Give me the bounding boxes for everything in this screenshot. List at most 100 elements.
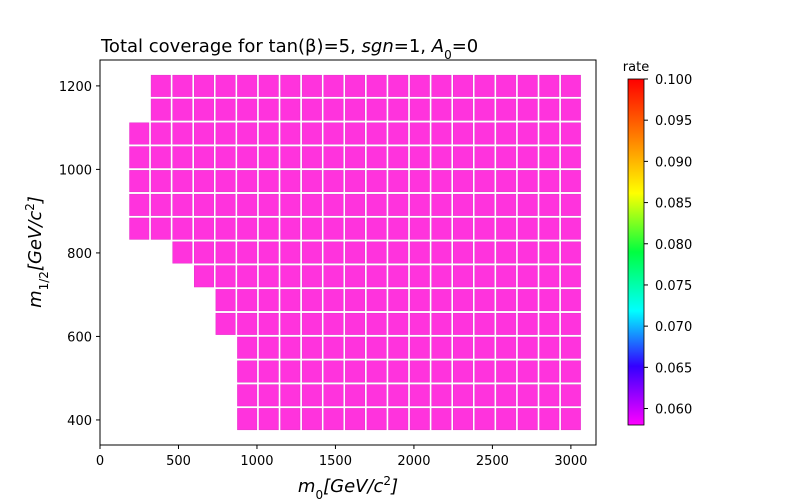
- heatmap-cell: [258, 408, 279, 431]
- heatmap-cell: [496, 312, 517, 335]
- heatmap-cell: [280, 122, 301, 145]
- heatmap-cell: [453, 170, 473, 193]
- heatmap-cell: [453, 193, 473, 216]
- heatmap-cell: [194, 146, 214, 169]
- heatmap-cell: [517, 241, 538, 264]
- heatmap-cell: [323, 217, 344, 240]
- heatmap-cell: [474, 312, 495, 335]
- heatmap-cell: [366, 384, 387, 407]
- heatmap-cell: [172, 98, 193, 121]
- heatmap-cell: [150, 170, 171, 193]
- heatmap-cell: [431, 170, 452, 193]
- heatmap-cell: [366, 265, 387, 288]
- x-tick-label: 2000: [397, 454, 430, 469]
- heatmap-cell: [496, 146, 517, 169]
- heatmap-cell: [496, 170, 517, 193]
- colorbar-ticks: 0.060 0.065 0.070 0.075 0.080 0.085 0.090 0.095…: [644, 73, 692, 418]
- heatmap-cell: [280, 408, 301, 431]
- heatmap-cell: [496, 193, 517, 216]
- x-tick-label: 0: [96, 454, 104, 469]
- heatmap-cell: [539, 289, 560, 312]
- heatmap-cell: [431, 289, 452, 312]
- heatmap-cell: [280, 384, 301, 407]
- heatmap-cell: [431, 336, 452, 359]
- heatmap-cell: [431, 265, 452, 288]
- heatmap-cell: [301, 193, 322, 216]
- heatmap-cell: [194, 217, 214, 240]
- heatmap-cell: [172, 122, 193, 145]
- heatmap-cell: [237, 360, 258, 383]
- heatmap-cell: [539, 122, 560, 145]
- heatmap-cell: [560, 408, 581, 431]
- heatmap-cell: [539, 336, 560, 359]
- heatmap-cell: [172, 193, 193, 216]
- heatmap-cell: [194, 265, 214, 288]
- heatmap-cell: [560, 312, 581, 335]
- heatmap-cell: [409, 289, 430, 312]
- heatmap-cell: [301, 74, 322, 97]
- heatmap-cell: [258, 265, 279, 288]
- heatmap-cell: [323, 336, 344, 359]
- heatmap-cell: [323, 408, 344, 431]
- heatmap-cell: [323, 360, 344, 383]
- heatmap-cell: [258, 98, 279, 121]
- heatmap-cell: [194, 193, 214, 216]
- heatmap-cell: [431, 74, 452, 97]
- heatmap-cell: [215, 193, 236, 216]
- heatmap-cell: [431, 122, 452, 145]
- heatmap-cell: [388, 193, 409, 216]
- heatmap-cell: [215, 312, 236, 335]
- heatmap-cell: [539, 312, 560, 335]
- heatmap-cell: [409, 241, 430, 264]
- colorbar-tick-label: 0.070: [655, 320, 692, 335]
- colorbar-tick-label: 0.100: [655, 73, 692, 88]
- heatmap-cell: [150, 217, 171, 240]
- heatmap-cell: [474, 408, 495, 431]
- x-tick-label: 500: [166, 454, 191, 469]
- heatmap-cell: [517, 384, 538, 407]
- heatmap-cell: [388, 98, 409, 121]
- heatmap-cell: [409, 98, 430, 121]
- heatmap-cell: [560, 193, 581, 216]
- heatmap-cell: [150, 74, 171, 97]
- heatmap-cell: [409, 408, 430, 431]
- heatmap-cell: [237, 193, 258, 216]
- heatmap-cell: [539, 146, 560, 169]
- heatmap-cell: [237, 170, 258, 193]
- heatmap-cell: [517, 265, 538, 288]
- heatmap-cell: [172, 146, 193, 169]
- heatmap-cell: [431, 312, 452, 335]
- heatmap-cell: [388, 336, 409, 359]
- heatmap-cell: [280, 74, 301, 97]
- heatmap-cell: [388, 146, 409, 169]
- heatmap-cell: [560, 384, 581, 407]
- heatmap-cell: [388, 289, 409, 312]
- heatmap-cell: [409, 336, 430, 359]
- heatmap-cell: [258, 241, 279, 264]
- heatmap-cell: [517, 217, 538, 240]
- heatmap-cell: [366, 289, 387, 312]
- heatmap-cell: [301, 241, 322, 264]
- colorbar-tick-label: 0.090: [655, 155, 692, 170]
- heatmap-cell: [301, 360, 322, 383]
- heatmap-cell: [431, 360, 452, 383]
- heatmap-cell: [194, 170, 214, 193]
- heatmap-cell: [409, 74, 430, 97]
- heatmap-cell: [431, 384, 452, 407]
- heatmap-cell: [453, 289, 473, 312]
- heatmap-cell: [366, 408, 387, 431]
- heatmap-cell: [215, 122, 236, 145]
- heatmap-cell: [496, 98, 517, 121]
- heatmap-cell: [194, 74, 214, 97]
- heatmap-cell: [345, 408, 366, 431]
- heatmap-cell: [517, 312, 538, 335]
- heatmap-cell: [301, 408, 322, 431]
- heatmap-cell: [323, 265, 344, 288]
- colorbar: [627, 78, 645, 426]
- heatmap-cell: [172, 217, 193, 240]
- heatmap-cell: [172, 241, 193, 264]
- heatmap-cell: [496, 217, 517, 240]
- heatmap-cell: [323, 98, 344, 121]
- heatmap-cell: [345, 289, 366, 312]
- heatmap-cell: [366, 122, 387, 145]
